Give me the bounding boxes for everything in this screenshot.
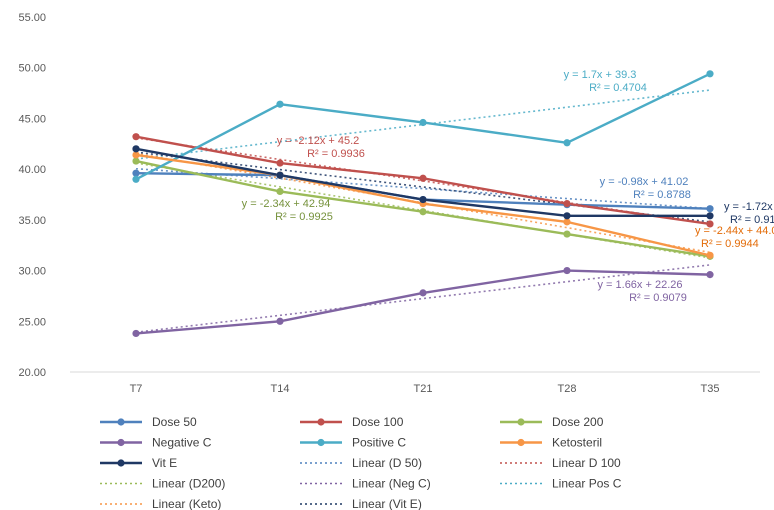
legend-swatch-marker (517, 438, 525, 447)
y-axis: 20.00 25.00 30.00 35.00 40.00 45.00 50.00 55.00 (18, 12, 46, 379)
data-point (419, 118, 427, 127)
x-tick-label: T28 (558, 383, 577, 395)
data-point (706, 271, 714, 279)
data-point (419, 174, 427, 182)
x-tick-label: T35 (701, 383, 720, 395)
data-point (419, 195, 427, 204)
x-axis: T7 T14 T21 T28 T35 (70, 371, 760, 395)
equation-label: y = -0.98x + 41.02 (600, 176, 689, 188)
data-point (563, 218, 571, 226)
data-point (132, 133, 140, 141)
y-tick-label: 30.00 (18, 266, 46, 278)
equation-label: R² = 0.9079 (629, 292, 687, 304)
legend-swatch-marker (517, 418, 525, 426)
data-point (563, 139, 571, 147)
data-point (706, 220, 714, 228)
legend-label: Negative C (152, 436, 212, 450)
legend-label: Linear (Neg C) (352, 477, 431, 491)
equation-label: R² = 0.91 (730, 214, 774, 226)
equation-label: R² = 0.8788 (633, 189, 691, 201)
x-tick-label: T14 (271, 383, 290, 395)
legend-label: Vit E (152, 456, 177, 470)
trendline-equations: y = 1.7x + 39.3R² = 0.4704 y = -2.12x + 4… (242, 69, 774, 304)
equation-label: y = -1.72x + (724, 201, 774, 213)
x-tick-label: T21 (414, 383, 433, 395)
legend: Dose 50 Dose 100 Dose 200 Negative C Positiv… (100, 415, 622, 510)
data-point (419, 208, 427, 216)
legend-label: Linear (D 50) (352, 456, 422, 470)
y-tick-label: 20.00 (18, 367, 46, 379)
legend-label: Linear (Keto) (152, 497, 221, 510)
data-point (132, 145, 140, 153)
data-point (132, 169, 140, 177)
equation-label: y = -2.34x + 42.94 (242, 198, 331, 210)
data-point (563, 230, 571, 238)
data-point (276, 187, 284, 196)
y-tick-label: 40.00 (18, 164, 46, 176)
x-tick-label: T7 (130, 383, 143, 395)
equation-label: y = 1.66x + 22.26 (597, 279, 682, 291)
data-point (276, 159, 284, 167)
legend-swatch-marker (317, 438, 325, 447)
y-tick-label: 25.00 (18, 316, 46, 328)
equation-label: R² = 0.9925 (275, 211, 333, 223)
equation-label: R² = 0.4704 (589, 82, 647, 94)
equation-label: R² = 0.9944 (701, 238, 759, 250)
legend-label: Dose 50 (152, 415, 197, 429)
legend-label: Linear Pos C (552, 477, 622, 491)
data-point (132, 329, 140, 338)
data-point (132, 157, 140, 165)
trendline (135, 264, 711, 334)
legend-swatch-marker (117, 438, 125, 447)
equation-label: y = 1.7x + 39.3 (564, 69, 637, 81)
data-point (563, 212, 571, 220)
legend-swatch-marker (117, 459, 125, 467)
y-tick-label: 50.00 (18, 63, 46, 75)
data-point (706, 212, 714, 220)
data-point (276, 100, 284, 108)
data-point (132, 175, 140, 183)
data-point (419, 289, 427, 297)
trendline (135, 89, 711, 160)
equation-label: y = -2.44x + 44.0 (695, 225, 774, 237)
equation-label: y = -2.12x + 45.2 (277, 135, 360, 147)
legend-label: Positive C (352, 436, 406, 450)
legend-label: Linear D 100 (552, 456, 621, 470)
legend-label: Linear (D200) (152, 477, 225, 491)
legend-swatch-marker (317, 418, 325, 426)
y-tick-label: 45.00 (18, 113, 46, 125)
series-points (132, 70, 714, 338)
data-point (276, 171, 284, 179)
legend-label: Linear (Vit E) (352, 497, 422, 510)
data-point (706, 251, 714, 259)
data-point (706, 205, 714, 213)
equation-label: R² = 0.9936 (307, 148, 365, 160)
data-point (563, 266, 571, 275)
legend-label: Ketosteril (552, 436, 602, 450)
data-point (132, 151, 140, 159)
y-tick-label: 35.00 (18, 215, 46, 227)
data-point (706, 70, 714, 78)
legend-label: Dose 100 (352, 415, 404, 429)
data-point (276, 317, 284, 325)
legend-label: Dose 200 (552, 415, 604, 429)
data-point (563, 200, 571, 208)
legend-swatch-marker (117, 418, 125, 426)
y-tick-label: 55.00 (18, 12, 46, 24)
